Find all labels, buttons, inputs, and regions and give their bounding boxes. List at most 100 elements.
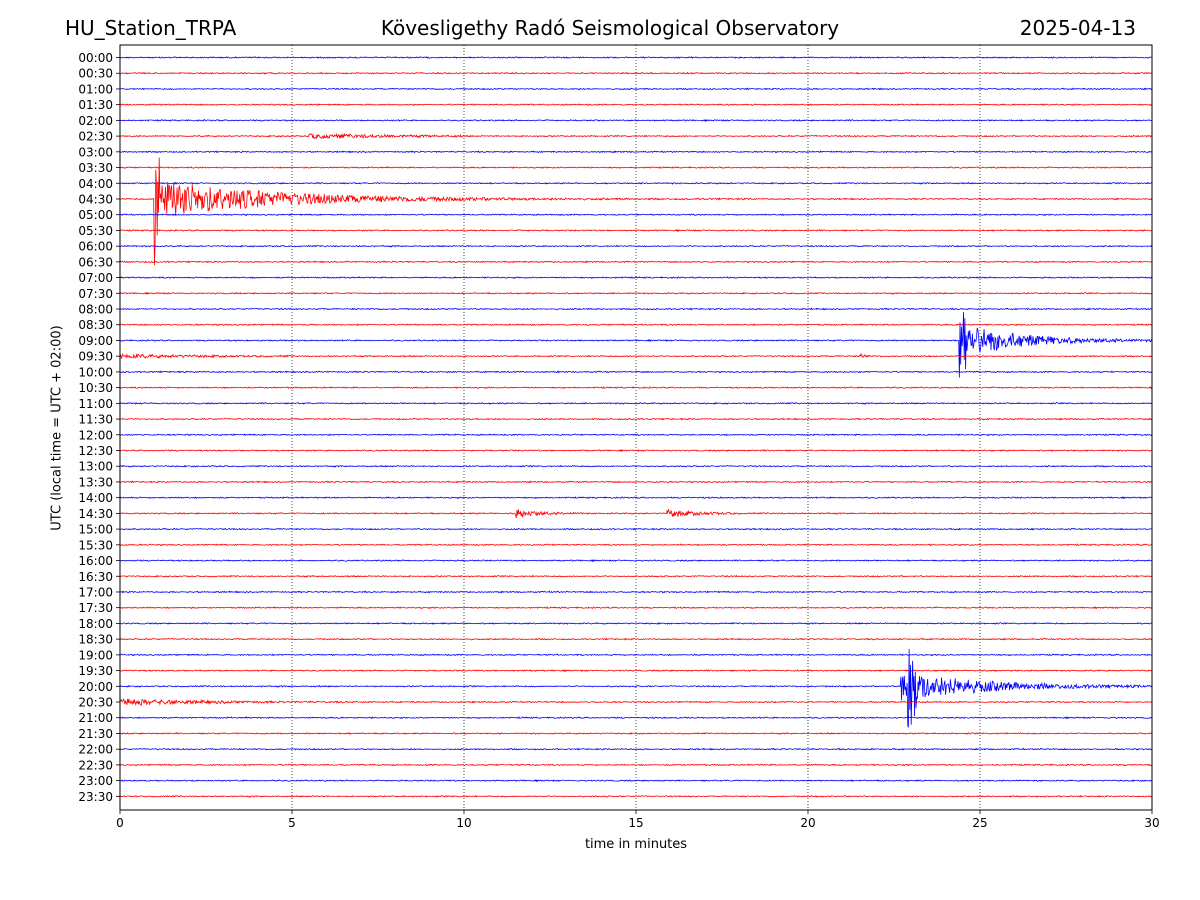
x-tick-label: 25: [972, 816, 987, 830]
y-tick-label: 23:00: [78, 774, 113, 788]
y-tick-label: 18:30: [78, 633, 113, 647]
y-tick-label: 03:30: [78, 161, 113, 175]
trace-line: [120, 87, 1152, 91]
y-tick-label: 09:30: [78, 350, 113, 364]
x-tick-label: 30: [1144, 816, 1159, 830]
trace-line: [120, 56, 1152, 59]
y-tick-label: 10:30: [78, 381, 113, 395]
trace-line: [120, 401, 1152, 405]
trace-line: [120, 386, 1152, 390]
y-tick-label: 10:00: [78, 365, 113, 379]
trace-line: [120, 307, 1152, 311]
y-tick-label: 06:00: [78, 240, 113, 254]
trace-line: [120, 323, 1152, 327]
y-tick-label: 12:30: [78, 444, 113, 458]
trace-line: [120, 637, 1152, 641]
y-tick-label: 11:30: [78, 413, 113, 427]
y-tick-label: 13:00: [78, 460, 113, 474]
trace-line: [120, 417, 1152, 421]
y-tick-label: 12:00: [78, 428, 113, 442]
trace-line: [120, 496, 1152, 500]
trace-line: [120, 732, 1152, 735]
trace-line: [120, 213, 1152, 217]
trace-line: [120, 311, 1152, 378]
y-tick-label: 15:00: [78, 523, 113, 537]
trace-line: [120, 763, 1152, 767]
trace-line: [120, 669, 1152, 673]
y-tick-label: 13:30: [78, 475, 113, 489]
trace-line: [120, 181, 1152, 185]
y-tick-label: 05:00: [78, 208, 113, 222]
y-tick-label: 04:00: [78, 177, 113, 191]
trace-line: [120, 464, 1152, 468]
y-tick-label: 20:00: [78, 680, 113, 694]
y-tick-label: 17:30: [78, 601, 113, 615]
trace-line: [120, 103, 1152, 107]
y-tick-label: 19:30: [78, 664, 113, 678]
y-tick-label: 14:30: [78, 507, 113, 521]
traces: [120, 56, 1152, 798]
y-tick-label: 11:00: [78, 397, 113, 411]
y-tick-label: 08:00: [78, 303, 113, 317]
trace-line: [120, 244, 1152, 248]
trace-line: [120, 590, 1152, 594]
trace-line: [120, 150, 1152, 154]
trace-line: [120, 352, 1152, 359]
x-tick-label: 5: [288, 816, 296, 830]
chart-title: Kövesligethy Radó Seismological Observat…: [380, 16, 840, 40]
trace-line: [120, 622, 1152, 625]
plot-frame: [119, 44, 1153, 811]
x-tick-label: 10: [456, 816, 471, 830]
trace-line: [120, 449, 1152, 453]
y-tick-label: 08:30: [78, 318, 113, 332]
trace-line: [120, 794, 1152, 798]
trace-line: [120, 291, 1152, 295]
trace-line: [120, 606, 1152, 610]
trace-line: [120, 71, 1152, 75]
y-tick-label: 02:30: [78, 130, 113, 144]
y-tick-label: 20:30: [78, 696, 113, 710]
trace-line: [120, 574, 1152, 578]
x-axis-label: time in minutes: [584, 837, 688, 852]
y-tick-label: 00:30: [78, 67, 113, 81]
y-tick-label: 01:00: [78, 82, 113, 96]
trace-line: [120, 747, 1152, 751]
trace-line: [120, 779, 1152, 783]
trace-line: [120, 559, 1152, 563]
y-tick-label: 23:30: [78, 790, 113, 804]
y-tick-label: 01:30: [78, 98, 113, 112]
y-tick-label: 16:00: [78, 554, 113, 568]
y-tick-label: 14:00: [78, 491, 113, 505]
trace-line: [120, 276, 1152, 280]
trace-line: [120, 157, 1152, 266]
x-tick-label: 15: [628, 816, 643, 830]
trace-line: [120, 716, 1152, 720]
y-tick-label: 21:30: [78, 727, 113, 741]
x-tick-label: 0: [116, 816, 124, 830]
trace-line: [120, 480, 1152, 484]
trace-line: [120, 653, 1152, 657]
trace-line: [120, 433, 1152, 437]
y-tick-label: 16:30: [78, 570, 113, 584]
y-tick-label: 19:00: [78, 648, 113, 662]
y-tick-label: 18:00: [78, 617, 113, 631]
trace-line: [120, 228, 1152, 232]
trace-line: [120, 370, 1152, 374]
y-tick-label: 15:30: [78, 538, 113, 552]
y-tick-label: 06:30: [78, 255, 113, 269]
y-tick-label: 04:30: [78, 192, 113, 206]
y-tick-label: 07:00: [78, 271, 113, 285]
chart-date: 2025-04-13: [1019, 16, 1136, 40]
trace-line: [120, 648, 1152, 728]
trace-line: [120, 527, 1152, 531]
y-tick-label: 17:00: [78, 585, 113, 599]
trace-line: [120, 166, 1152, 169]
trace-line: [120, 508, 1152, 519]
trace-line: [120, 260, 1152, 264]
y-tick-label: 00:00: [78, 51, 113, 65]
station-name: HU_Station_TRPA: [65, 16, 237, 40]
trace-line: [120, 132, 1152, 140]
trace-line: [120, 543, 1152, 547]
y-tick-label: 22:30: [78, 758, 113, 772]
